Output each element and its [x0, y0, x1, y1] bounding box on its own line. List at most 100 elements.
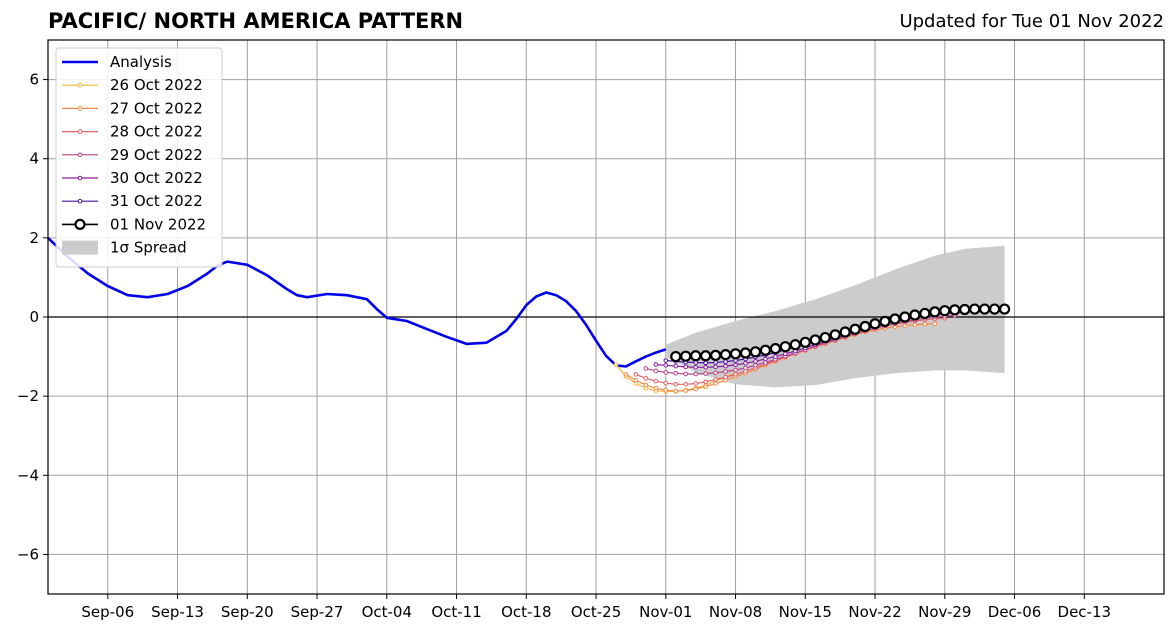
chart-title: PACIFIC/ NORTH AMERICA PATTERN	[48, 9, 464, 33]
forecast-marker	[613, 362, 619, 367]
analysis-line	[47, 236, 667, 368]
legend-label: 1σ Spread	[110, 239, 187, 257]
forecast-marker	[693, 386, 698, 392]
forecast-marker	[663, 380, 669, 386]
forecast-marker	[673, 363, 679, 369]
forecast-marker	[653, 362, 659, 367]
legend-label: 26 Oct 2022	[110, 76, 203, 94]
forecast-marker	[713, 377, 718, 382]
forecast-marker	[829, 329, 841, 341]
forecast-marker	[673, 370, 679, 376]
y-tick-label: −2	[17, 387, 39, 405]
legend-swatch-marker	[77, 152, 83, 158]
forecast-marker	[809, 334, 821, 346]
legend-swatch-marker	[77, 106, 83, 111]
forecast-marker	[710, 349, 722, 361]
legend-box	[55, 47, 223, 268]
forecast-marker	[879, 315, 891, 327]
forecast-marker	[889, 313, 901, 325]
legend-label: 30 Oct 2022	[110, 169, 203, 187]
axis-ticks: Sep-06 Sep-13 Sep-20 Sep-27 Oct-04 Oct-11 Oct-…	[17, 71, 1111, 621]
legend-swatch-marker	[77, 175, 83, 181]
forecast-marker	[839, 326, 851, 338]
legend-swatch-marker	[77, 129, 83, 134]
forecast-marker	[703, 364, 708, 370]
forecast-series	[670, 303, 1011, 363]
forecast-marker	[673, 388, 679, 394]
forecast-marker	[703, 379, 708, 385]
forecast-marker	[759, 344, 772, 356]
y-tick-label: 2	[29, 229, 39, 247]
forecast-marker	[753, 362, 758, 368]
forecast-marker	[949, 304, 961, 316]
forecast-marker	[769, 343, 781, 355]
forecast-marker	[763, 360, 768, 365]
forecast-marker	[653, 368, 659, 374]
forecast-marker	[683, 381, 689, 387]
forecast-marker	[723, 369, 728, 374]
x-tick-label: Nov-01	[639, 603, 692, 621]
x-tick-label: Oct-04	[362, 603, 412, 621]
forecast-marker	[713, 360, 718, 365]
forecast-marker	[753, 359, 758, 364]
forecast-marker	[869, 318, 881, 330]
forecast-marker	[713, 381, 718, 386]
legend-label: 27 Oct 2022	[110, 99, 203, 117]
forecast-marker	[693, 364, 698, 370]
forecast-marker	[653, 385, 659, 391]
forecast-marker	[733, 362, 738, 368]
legend: Analysis 26 Oct 2022 27 Oct 2022 28 Oct 202…	[55, 47, 223, 268]
x-tick-label: Dec-13	[1058, 603, 1112, 621]
forecast-marker	[703, 371, 708, 376]
forecast-marker	[733, 372, 738, 377]
forecast-marker	[932, 321, 938, 327]
forecast-marker	[998, 303, 1011, 315]
forecast-marker	[653, 378, 659, 384]
forecast-marker	[723, 359, 728, 365]
forecast-marker	[773, 354, 778, 359]
forecast-marker	[723, 363, 728, 369]
forecast-marker	[693, 381, 698, 386]
legend-swatch-spread	[62, 240, 98, 255]
forecast-marker	[673, 381, 679, 387]
forecast-marker	[939, 305, 951, 317]
forecast-marker	[690, 350, 702, 362]
x-tick-label: Oct-11	[431, 603, 481, 621]
forecast-marker	[959, 303, 971, 316]
forecast-marker	[663, 370, 669, 375]
y-tick-label: 0	[29, 308, 39, 326]
legend-swatch-marker	[74, 218, 86, 230]
forecast-marker	[763, 356, 768, 362]
forecast-marker	[859, 320, 871, 333]
forecast-marker	[723, 374, 728, 380]
x-tick-label: Nov-29	[918, 603, 971, 621]
forecast-marker	[899, 311, 911, 323]
forecast-marker	[643, 366, 649, 371]
legend-swatch-marker	[77, 82, 83, 88]
legend-label: 31 Oct 2022	[110, 192, 203, 210]
y-tick-label: 4	[29, 150, 39, 168]
forecast-marker	[979, 303, 991, 315]
forecast-marker	[912, 322, 918, 328]
legend-label: Analysis	[110, 53, 172, 71]
y-tick-label: −4	[17, 466, 39, 484]
forecast-marker	[929, 306, 941, 318]
forecast-marker	[713, 370, 718, 376]
forecast-marker	[919, 307, 931, 320]
forecast-marker	[693, 371, 698, 377]
forecast-marker	[663, 362, 669, 368]
forecast-marker	[719, 348, 732, 361]
forecast-marker	[749, 346, 762, 358]
forecast-marker	[713, 364, 718, 370]
x-tick-label: Sep-27	[291, 603, 344, 621]
forecast-marker	[683, 388, 689, 393]
forecast-marker	[922, 321, 928, 327]
forecast-marker	[683, 371, 689, 377]
legend-label: 28 Oct 2022	[110, 123, 203, 141]
forecast-marker	[783, 351, 788, 357]
forecast-marker	[663, 387, 669, 393]
forecast-marker	[799, 336, 811, 348]
forecast-marker	[633, 372, 639, 377]
forecast-marker	[909, 309, 921, 321]
